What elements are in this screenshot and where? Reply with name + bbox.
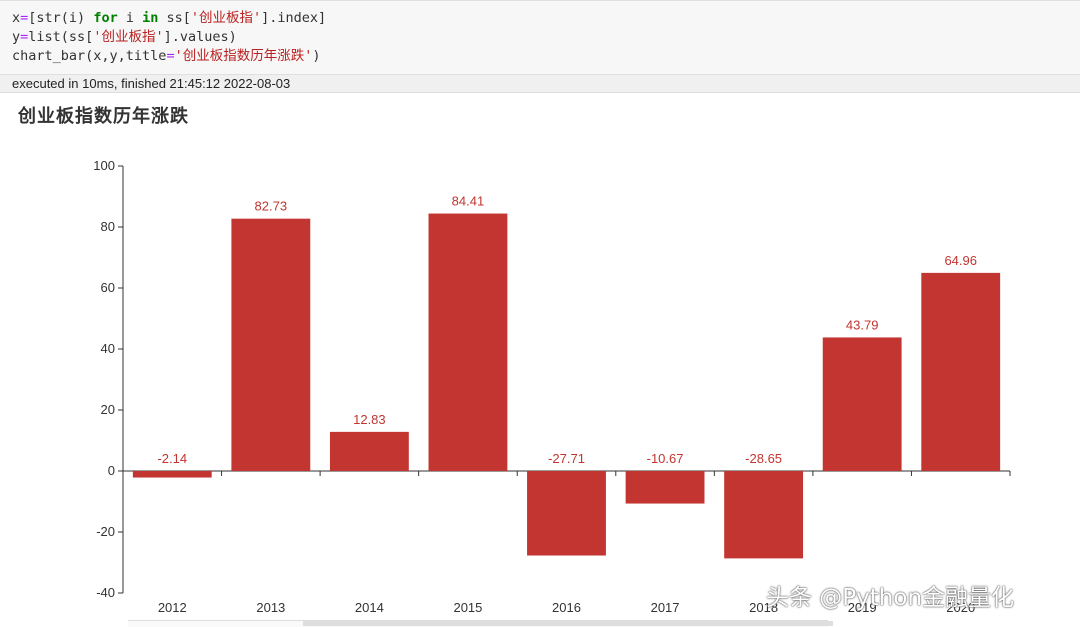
bar-2015[interactable] xyxy=(428,213,508,471)
x-tick-label: 2016 xyxy=(552,600,581,615)
data-label-2015: 84.41 xyxy=(452,194,485,209)
y-tick-label: 40 xyxy=(101,341,115,356)
code-cell[interactable]: x=[str(i) for i in ss['创业板指'].index] y=l… xyxy=(0,0,1080,75)
bar-2019[interactable] xyxy=(822,337,902,471)
data-label-2018: -28.65 xyxy=(745,451,782,466)
x-tick-label: 2013 xyxy=(256,600,285,615)
data-label-2019: 43.79 xyxy=(846,317,879,332)
x-tick-label: 2018 xyxy=(749,600,778,615)
execution-status-text: executed in 10ms, finished 21:45:12 2022… xyxy=(12,76,291,91)
y-tick-label: -20 xyxy=(96,524,115,539)
bar-2017[interactable] xyxy=(625,471,705,504)
x-tick-label: 2019 xyxy=(848,600,877,615)
scrollbar-thumb[interactable] xyxy=(303,621,833,626)
code-line-2: y=list(ss['创业板指'].values) xyxy=(12,29,237,45)
watermark: 头条 @Python金融量化 xyxy=(766,585,1015,611)
execution-status-bar: executed in 10ms, finished 21:45:12 2022… xyxy=(0,75,1080,93)
bar-2013[interactable] xyxy=(231,218,311,471)
y-tick-label: 60 xyxy=(101,280,115,295)
axes: 100 80 60 40 20 0 -20 -40 2012 2013 2014 2015 2016 20… xyxy=(93,158,1011,615)
y-tick-label: 80 xyxy=(101,219,115,234)
data-label-2013: 82.73 xyxy=(255,199,288,214)
data-labels: -2.14 82.73 12.83 84.41 -27.71 -10.67 -28.65 43… xyxy=(157,194,977,466)
x-tick-label: 2015 xyxy=(453,600,482,615)
chart-title: 创业板指数历年涨跌 xyxy=(18,106,189,127)
y-tick-label: 0 xyxy=(108,463,115,478)
bar-2014[interactable] xyxy=(329,431,409,471)
code-line-1: x=[str(i) for i in ss['创业板指'].index] xyxy=(12,10,327,26)
bar-2018[interactable] xyxy=(724,471,804,559)
bar-2016[interactable] xyxy=(527,471,606,556)
bar-2012[interactable] xyxy=(132,471,212,478)
data-label-2016: -27.71 xyxy=(548,451,585,466)
y-tick-label: 20 xyxy=(101,402,115,417)
x-tick-label: 2020 xyxy=(946,600,975,615)
horizontal-scrollbar[interactable] xyxy=(128,620,833,627)
data-label-2014: 12.83 xyxy=(353,412,386,427)
data-label-2017: -10.67 xyxy=(647,451,684,466)
bars xyxy=(132,213,1001,559)
x-tick-label: 2012 xyxy=(158,600,187,615)
x-tick-label: 2014 xyxy=(355,600,384,615)
bar-2020[interactable] xyxy=(921,272,1001,471)
data-label-2012: -2.14 xyxy=(157,451,187,466)
x-tick-label: 2017 xyxy=(651,600,680,615)
y-tick-label: -40 xyxy=(96,585,115,600)
code-line-3: chart_bar(x,y,title='创业板指数历年涨跌') xyxy=(12,48,321,64)
code-editor[interactable]: x=[str(i) for i in ss['创业板指'].index] y=l… xyxy=(12,9,326,66)
y-tick-label: 100 xyxy=(93,158,115,173)
data-label-2020: 64.96 xyxy=(944,253,977,268)
